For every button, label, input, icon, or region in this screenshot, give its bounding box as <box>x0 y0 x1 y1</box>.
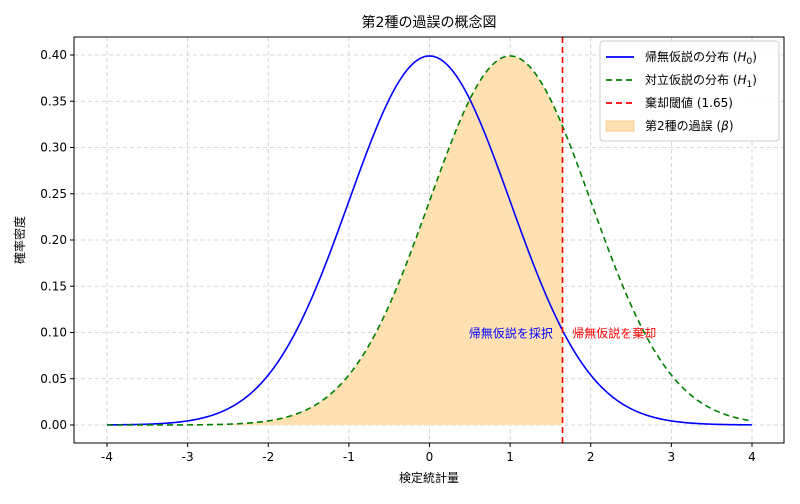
accept-region-annotation: 帰無仮説を採択 <box>469 326 553 341</box>
x-tick-label: 4 <box>748 450 756 464</box>
legend-shade-handle <box>605 120 635 132</box>
legend-null-label: 帰無仮説の分布 (H0) <box>645 49 757 67</box>
y-tick-label: 0.00 <box>40 418 67 432</box>
x-tick-label: -2 <box>262 450 274 464</box>
y-axis-label: 確率密度 <box>12 216 27 264</box>
x-tick-label: -3 <box>182 450 194 464</box>
legend: 帰無仮説の分布 (H0) 対立仮説の分布 (H1) 棄却閾値 (1.65) 第2種の過… <box>599 40 780 142</box>
y-tick-label: 0.20 <box>40 233 67 247</box>
alternative-distribution-line <box>107 55 753 426</box>
x-tick-label: -1 <box>343 450 355 464</box>
y-tick-label: 0.40 <box>40 48 67 62</box>
y-tick-label: 0.10 <box>40 326 67 340</box>
y-tick-label: 0.25 <box>40 187 67 201</box>
legend-shade-label: 第2種の過誤 (β) <box>645 118 734 133</box>
x-axis-label: 検定統計量 <box>399 470 459 485</box>
x-tick-label: 3 <box>668 450 676 464</box>
y-tick-label: 0.30 <box>40 141 67 155</box>
legend-critical-label: 棄却閾値 (1.65) <box>645 95 733 110</box>
y-tick-label: 0.15 <box>40 279 67 293</box>
chart-title: 第2種の過誤の概念図 <box>362 14 497 31</box>
type-ii-error-area <box>107 55 563 425</box>
x-tick-label: 1 <box>506 450 514 464</box>
x-tick-label: 0 <box>426 450 434 464</box>
legend-frame <box>599 40 780 142</box>
plot-area: -4 -3 -2 -1 0 1 2 3 4 0.00 0.05 0.10 0.15 0.20 0.25 0.3… <box>40 36 785 464</box>
y-tick-label: 0.05 <box>40 372 67 386</box>
legend-alternative-label: 対立仮説の分布 (H1) <box>645 72 757 90</box>
reject-region-annotation: 帰無仮説を棄却 <box>572 326 656 341</box>
x-tick-label: 2 <box>587 450 595 464</box>
null-distribution-line <box>106 55 753 426</box>
y-tick-label: 0.35 <box>40 94 67 108</box>
x-tick-label: -4 <box>101 450 113 464</box>
